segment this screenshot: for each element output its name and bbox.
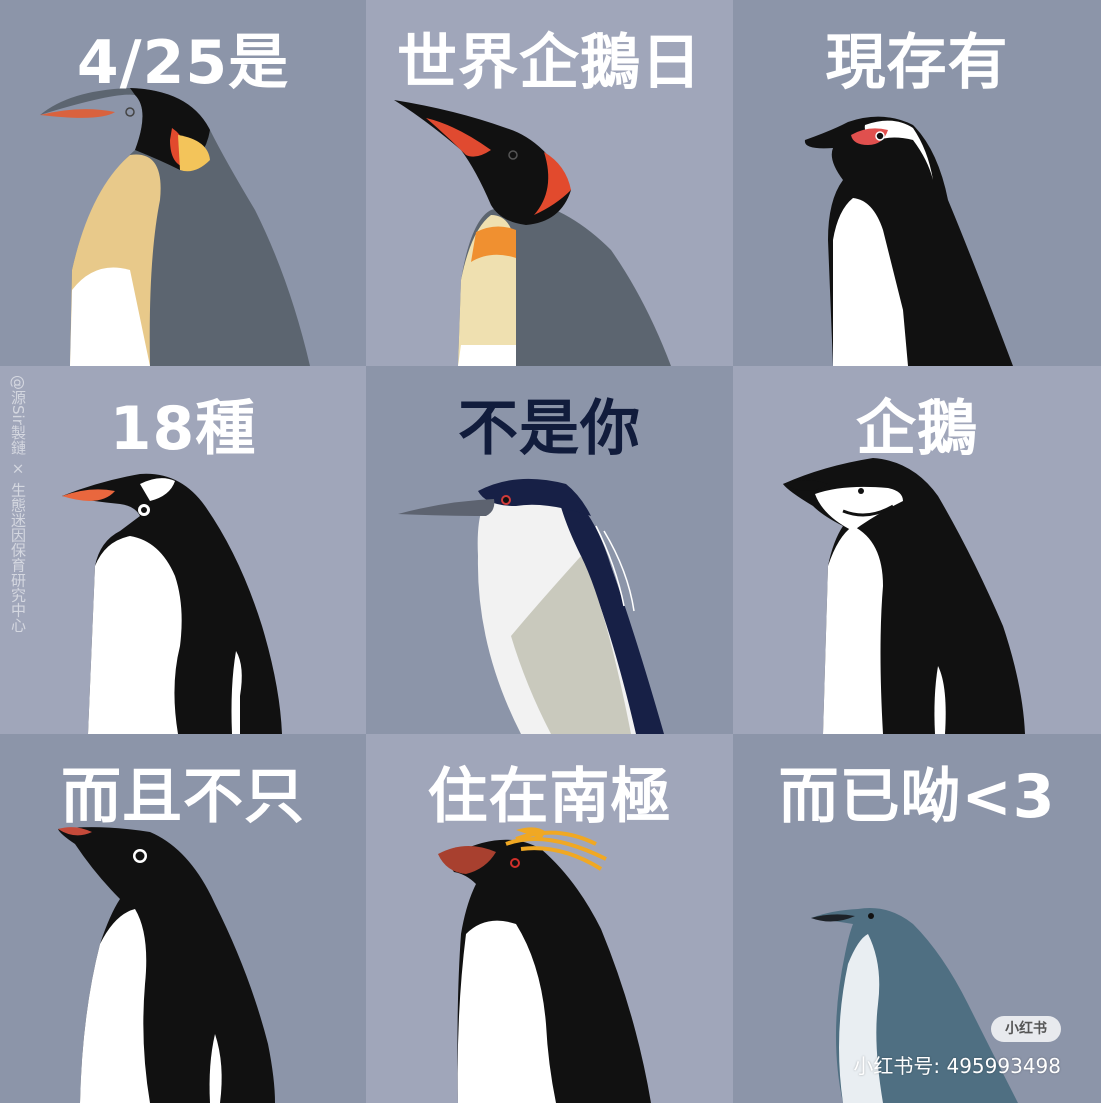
panel-king-penguin: 世界企鵝日	[366, 0, 733, 366]
caption-panel-6: 企鵝	[856, 394, 978, 464]
xiaohongshu-logo: 小红书	[991, 1016, 1061, 1042]
emperor-penguin-illustration	[40, 88, 310, 366]
panel-gentoo-penguin: 18種	[0, 366, 366, 734]
chinstrap-penguin-illustration	[783, 458, 1025, 734]
panel-adelie-penguin: 而且不只	[0, 734, 366, 1103]
panel-night-heron: 不是你	[366, 366, 733, 734]
caption-panel-8: 住在南極	[427, 762, 672, 832]
little-blue-penguin-illustration	[811, 908, 1018, 1103]
caption-panel-9: 而已呦<3	[778, 762, 1056, 832]
caption-panel-3: 現存有	[825, 28, 1009, 98]
caption-panel-4: 18種	[109, 394, 257, 464]
panel-crested-penguin: 住在南極	[366, 734, 733, 1103]
xiaohongshu-id: 小红书号: 495993498	[853, 1054, 1061, 1078]
caption-panel-5: 不是你	[458, 394, 641, 464]
african-penguin-illustration	[804, 116, 1013, 366]
adelie-penguin-illustration	[58, 827, 275, 1103]
panel-emperor-penguin: 4/25是	[0, 0, 366, 366]
caption-panel-7: 而且不只	[61, 762, 305, 832]
crested-penguin-illustration	[438, 827, 651, 1103]
caption-panel-2: 世界企鵝日	[397, 28, 702, 98]
night-heron-illustration	[398, 478, 664, 734]
credit-watermark: @源Sir製鏈 × 生態迷因保育研究中心	[9, 375, 27, 633]
panel-chinstrap-penguin: 企鵝	[733, 366, 1101, 734]
king-penguin-illustration	[394, 100, 671, 366]
panel-little-blue-penguin: 而已呦<3	[733, 734, 1101, 1103]
panel-african-penguin: 現存有	[733, 0, 1101, 366]
caption-panel-1: 4/25是	[76, 28, 290, 98]
gentoo-penguin-illustration	[62, 473, 282, 734]
